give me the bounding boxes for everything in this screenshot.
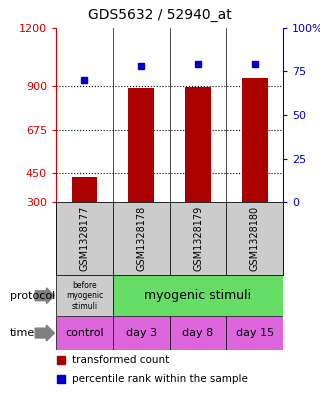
Bar (56, 275, 113, 316)
Bar (56, 316, 113, 350)
Bar (170, 202, 227, 275)
Bar (227, 316, 283, 350)
Text: myogenic stimuli: myogenic stimuli (144, 289, 252, 302)
Text: GDS5632 / 52940_at: GDS5632 / 52940_at (88, 8, 232, 22)
Text: day 15: day 15 (236, 328, 274, 338)
Text: time: time (10, 328, 35, 338)
Text: GSM1328180: GSM1328180 (250, 206, 260, 271)
Text: percentile rank within the sample: percentile rank within the sample (72, 374, 248, 384)
Bar (185, 87, 211, 202)
Text: transformed count: transformed count (72, 354, 169, 365)
Bar (128, 88, 154, 202)
Text: GSM1328178: GSM1328178 (136, 206, 146, 272)
Bar (113, 275, 283, 316)
Text: control: control (65, 328, 104, 338)
Text: before
myogenic
stimuli: before myogenic stimuli (66, 281, 103, 310)
Bar (72, 177, 97, 202)
Bar (242, 78, 268, 202)
Bar (170, 316, 227, 350)
Text: day 3: day 3 (126, 328, 157, 338)
Bar (113, 202, 170, 275)
Text: day 8: day 8 (182, 328, 214, 338)
Bar (56, 202, 113, 275)
Text: protocol: protocol (10, 291, 55, 301)
Bar (113, 316, 170, 350)
Bar (227, 202, 283, 275)
Text: GSM1328177: GSM1328177 (79, 206, 89, 272)
Text: GSM1328179: GSM1328179 (193, 206, 203, 272)
